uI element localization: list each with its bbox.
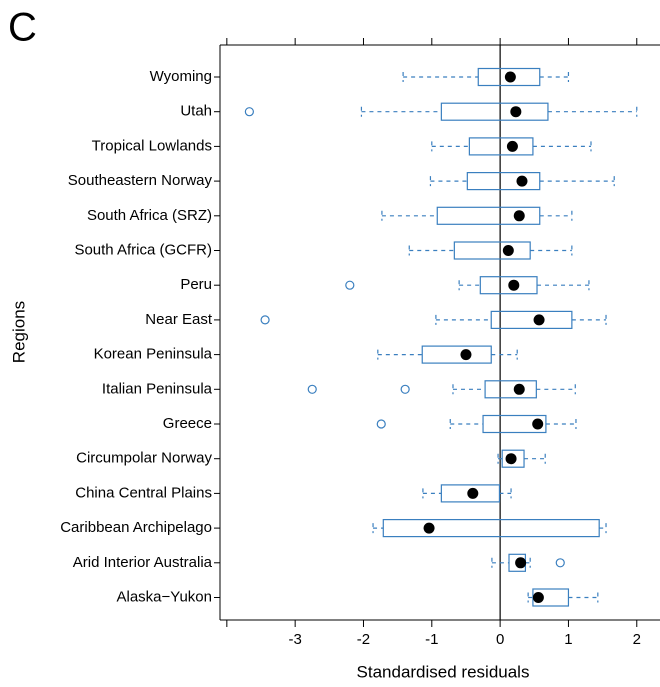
x-tick-label: -1 (425, 631, 438, 648)
x-tick-label: -3 (288, 631, 301, 648)
mean-dot (513, 383, 525, 395)
mean-dot (506, 140, 518, 152)
mean-dot (502, 245, 514, 256)
y-tick-label: Southeastern Norway (68, 172, 213, 189)
mean-dot (505, 453, 517, 465)
box (490, 310, 573, 329)
x-axis-label: Standardised residuals (357, 662, 530, 681)
y-tick-label: South Africa (GCFR) (74, 241, 212, 258)
box (421, 345, 492, 364)
y-axis-label: Regions (9, 301, 28, 363)
box (501, 449, 525, 468)
mean-dot (423, 522, 435, 534)
y-tick-label: Peru (180, 276, 212, 293)
y-tick-label: Tropical Lowlands (92, 137, 212, 154)
y-tick-label: Alaska−Yukon (117, 588, 213, 605)
mean-dot (516, 175, 528, 187)
mean-dot (532, 418, 544, 430)
mean-dot (510, 106, 522, 118)
box (440, 102, 549, 121)
box (436, 206, 541, 225)
y-tick-label: Greece (163, 415, 212, 432)
y-tick-label: Circumpolar Norway (76, 450, 212, 467)
y-tick-label: Italian Peninsula (102, 380, 213, 397)
x-tick-label: 0 (496, 631, 504, 648)
box (484, 380, 537, 399)
y-tick-label: Near East (145, 311, 213, 328)
y-tick-label: Korean Peninsula (94, 346, 213, 363)
box (440, 484, 501, 503)
y-tick-label: Utah (180, 103, 212, 120)
y-tick-label: Arid Interior Australia (73, 554, 213, 571)
mean-dot (467, 487, 479, 499)
y-tick-label: Caribbean Archipelago (60, 519, 212, 536)
mean-dot (508, 279, 520, 291)
y-tick-label: Wyoming (150, 68, 212, 85)
mean-dot (533, 314, 545, 326)
box (468, 137, 534, 156)
mean-dot (504, 71, 516, 83)
x-tick-label: -2 (357, 631, 370, 648)
box (453, 241, 531, 260)
box (466, 172, 541, 191)
x-tick-label: 1 (564, 631, 572, 648)
mean-dot (513, 210, 525, 222)
outlier (376, 419, 386, 429)
outlier (307, 384, 317, 394)
outlier (260, 315, 270, 325)
panel-label: C (8, 6, 37, 50)
outlier (244, 107, 254, 117)
outlier (400, 384, 410, 394)
outlier (555, 558, 565, 568)
x-tick-label: 2 (633, 631, 641, 648)
y-tick-label: China Central Plains (75, 484, 212, 501)
box (477, 67, 541, 87)
box (482, 414, 547, 434)
box (382, 518, 600, 538)
outlier (345, 280, 355, 290)
y-tick-label: South Africa (SRZ) (87, 207, 212, 224)
box (479, 276, 538, 295)
mean-dot (515, 557, 527, 569)
mean-dot (532, 592, 544, 603)
mean-dot (460, 349, 472, 361)
